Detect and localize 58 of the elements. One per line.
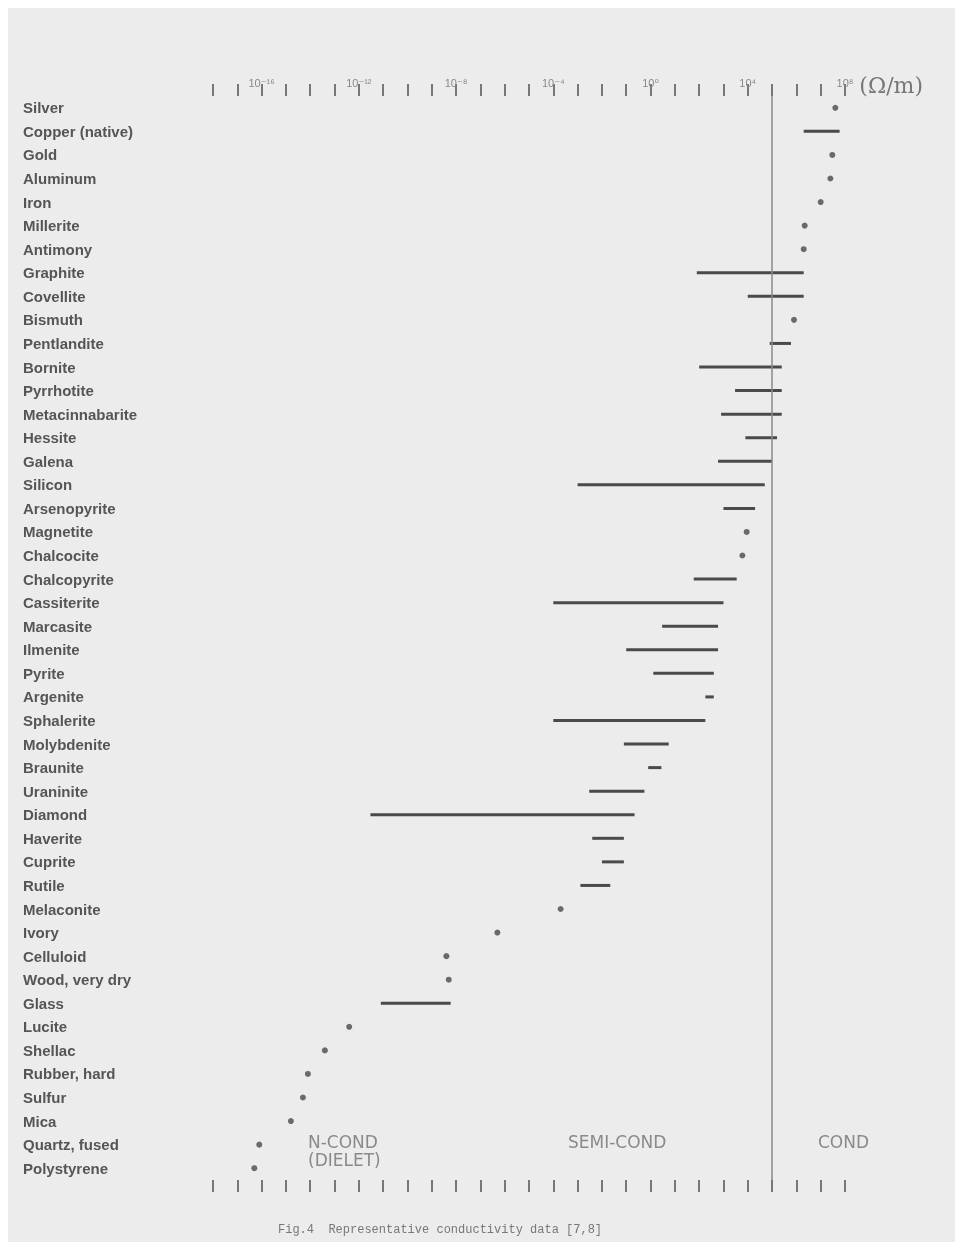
x-tick-label: 10⁴ [739,76,757,89]
y-tick-label: Quartz, fused [23,1136,119,1154]
y-tick-label: Covellite [23,287,86,305]
y-tick-label: Aluminum [23,169,97,187]
y-tick-label: Gold [23,146,58,164]
annotation: COND [818,1132,870,1152]
y-tick-label: Iron [23,193,52,211]
y-tick-label: Lucite [23,1018,68,1036]
y-tick-label: Polystyrene [23,1159,109,1177]
y-tick-label: Marcasite [23,617,93,635]
x-tick-label: 10⁻¹² [346,76,372,89]
y-tick-label: Rutile [23,876,65,894]
y-tick-label: Argenite [23,688,84,706]
annotation: SEMI-COND [568,1132,667,1152]
y-tick-label: Copper (native) [23,122,134,140]
y-tick-label: Rubber, hard [23,1065,116,1083]
y-tick-label: Melaconite [23,900,101,918]
y-tick-label: Celluloid [23,947,87,965]
y-tick-label: Shellac [23,1041,76,1059]
y-tick-label: Antimony [23,240,93,258]
x-tick-label: 10⁰ [642,76,660,89]
y-tick-label: Chalcopyrite [23,570,114,588]
y-tick-label: Cuprite [23,853,76,871]
y-tick-label: Bismuth [23,311,83,329]
y-tick-label: Cassiterite [23,594,100,612]
y-tick-label: Pyrite [23,664,65,682]
y-tick-label: Millerite [23,217,80,235]
y-tick-label: Diamond [23,806,88,824]
y-tick-label: Sulfur [23,1089,67,1107]
x-tick-label: 10⁻⁸ [444,76,468,89]
y-tick-label: Metacinnabarite [23,405,138,423]
y-tick-label: Silicon [23,476,73,494]
y-tick-label: Galena [23,452,74,470]
y-tick-label: Graphite [23,264,85,282]
x-tick-label: 10⁸ [836,76,854,89]
y-tick-label: Sphalerite [23,711,96,729]
y-tick-label: Glass [23,994,64,1012]
y-tick-label: Uraninite [23,782,89,800]
y-tick-label: Mica [23,1112,57,1130]
y-tick-label: Molybdenite [23,735,111,753]
y-tick-label: Arsenopyrite [23,499,116,517]
y-tick-label: Haverite [23,829,83,847]
annotation: N-COND (DIELET) [308,1132,381,1170]
y-tick-label: Silver [23,99,65,117]
y-tick-label: Magnetite [23,523,94,541]
y-tick-label: Pentlandite [23,334,104,352]
y-tick-label: Ilmenite [23,641,80,659]
y-tick-label: Hessite [23,429,77,447]
x-tick-label: 10⁻⁴ [541,76,565,89]
x-tick-label: 10⁻¹⁶ [248,76,275,89]
y-tick-label: Braunite [23,759,84,777]
x-axis-title: (Ω/m) [859,72,924,98]
y-tick-label: Chalcocite [23,547,99,565]
y-tick-label: Bornite [23,358,76,376]
y-tick-label: Pyrrhotite [23,382,94,400]
caption: Fig.4 Representative conductivity data [7,8] [278,1223,603,1237]
y-tick-label: Ivory [23,924,60,942]
y-tick-label: Wood, very dry [23,971,132,989]
